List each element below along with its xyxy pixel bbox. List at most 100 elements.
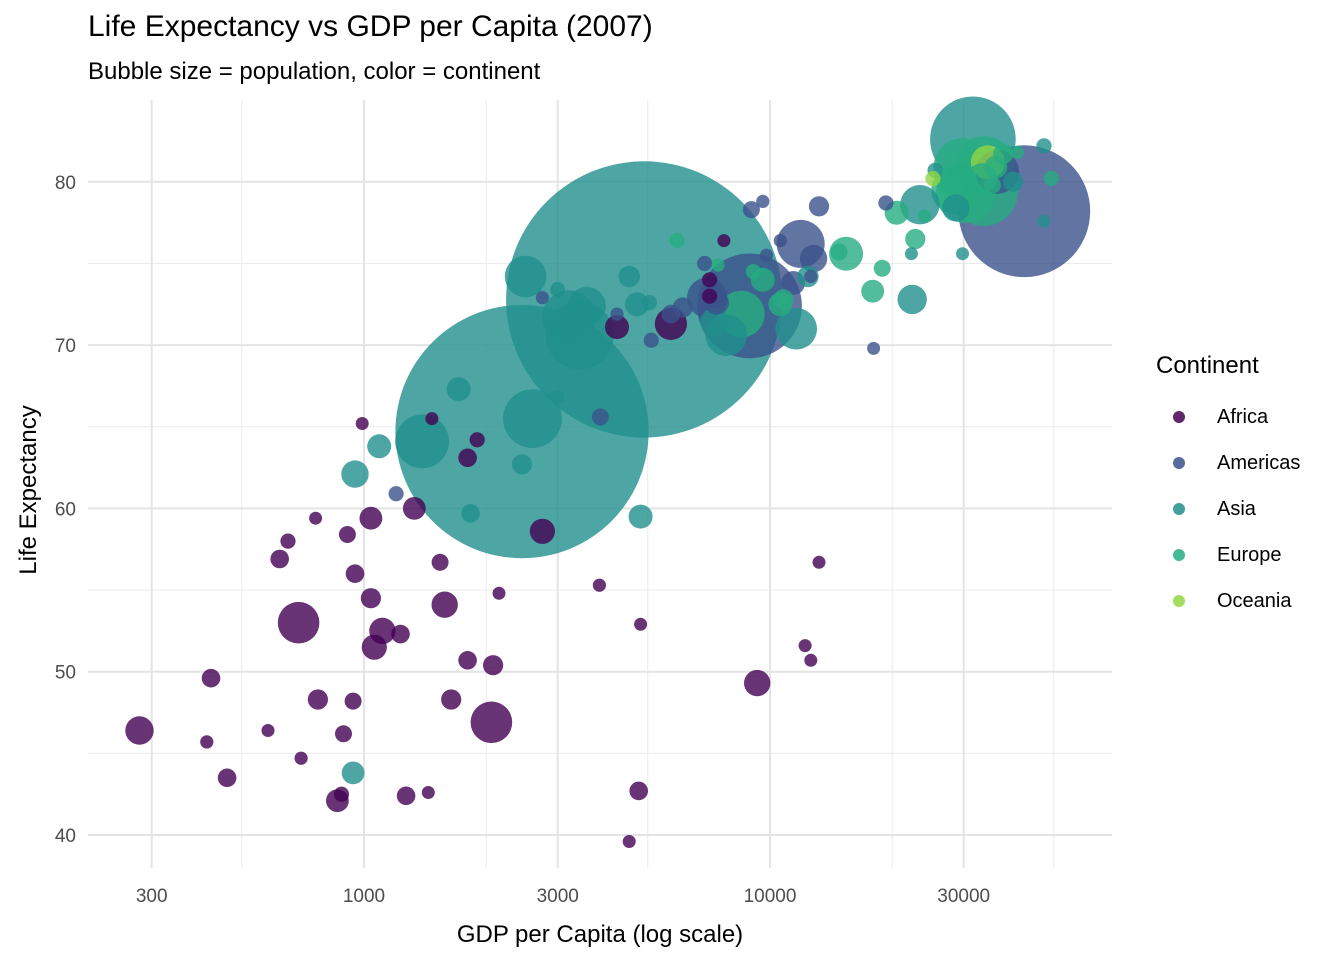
legend-item-europe: Europe bbox=[1156, 532, 1300, 578]
bubble-asia bbox=[367, 434, 392, 459]
bubble-africa bbox=[355, 417, 369, 430]
bubble-americas bbox=[773, 234, 787, 248]
bubble-asia bbox=[775, 308, 817, 350]
legend-label: Oceania bbox=[1217, 589, 1292, 612]
bubble-africa bbox=[201, 668, 221, 688]
bubble-europe bbox=[905, 228, 926, 250]
bubble-africa bbox=[270, 549, 290, 569]
bubble-africa bbox=[307, 689, 328, 710]
bubble-africa bbox=[344, 692, 362, 710]
bubble-americas bbox=[808, 196, 830, 217]
legend: Continent Africa Americas Asia Europe Oceani… bbox=[1156, 352, 1300, 624]
bubble-europe bbox=[773, 289, 794, 310]
bubble-americas bbox=[591, 408, 609, 426]
bubble-africa bbox=[125, 716, 154, 745]
bubble-africa bbox=[702, 272, 718, 288]
bubble-europe bbox=[993, 143, 1014, 165]
bubble-africa bbox=[812, 555, 826, 569]
bubble-africa bbox=[345, 564, 365, 583]
bubble-asia bbox=[550, 282, 566, 298]
bubble-africa bbox=[605, 315, 629, 340]
bubble-americas bbox=[804, 269, 818, 284]
bubble-africa bbox=[441, 689, 462, 710]
bubble-americas bbox=[610, 307, 624, 321]
bubble-americas bbox=[388, 486, 404, 502]
bubble-europe bbox=[983, 176, 1001, 194]
bubble-africa bbox=[592, 578, 607, 592]
bubble-africa bbox=[361, 634, 387, 660]
bubble-europe bbox=[873, 259, 891, 277]
bubble-asia bbox=[503, 389, 562, 448]
bubble-africa bbox=[634, 617, 648, 631]
bubble-africa bbox=[396, 786, 416, 806]
bubble-africa bbox=[804, 653, 818, 667]
bubble-americas bbox=[799, 244, 828, 273]
bubble-africa bbox=[338, 526, 356, 543]
bubble-africa bbox=[469, 432, 485, 448]
legend-dot bbox=[1173, 549, 1185, 561]
y-tick-label: 50 bbox=[55, 663, 76, 684]
legend-item-oceania: Oceania bbox=[1156, 578, 1300, 624]
legend-title: Continent bbox=[1156, 352, 1259, 379]
bubble-oceania bbox=[925, 170, 941, 187]
bubble-africa bbox=[277, 601, 320, 644]
bubble-africa bbox=[483, 655, 504, 676]
bubble-asia bbox=[551, 390, 565, 404]
bubble-americas bbox=[756, 194, 770, 208]
bubble-africa bbox=[402, 497, 426, 520]
legend-items: Africa Americas Asia Europe Oceania bbox=[1156, 394, 1300, 624]
bubble-asia bbox=[618, 265, 640, 288]
bubble-africa bbox=[798, 639, 812, 653]
bubble-africa bbox=[421, 786, 435, 799]
chart-subtitle: Bubble size = population, color = contin… bbox=[88, 58, 541, 85]
bubble-asia bbox=[446, 377, 471, 402]
bubble-asia bbox=[504, 255, 547, 298]
bubble-africa bbox=[431, 553, 449, 571]
bubble-americas bbox=[878, 195, 894, 211]
bubble-asia bbox=[700, 308, 729, 337]
bubble-americas bbox=[867, 341, 881, 355]
bubble-americas bbox=[742, 201, 760, 219]
bubble-asia bbox=[395, 414, 449, 469]
bubble-europe bbox=[669, 233, 685, 249]
bubble-asia bbox=[341, 460, 369, 488]
bubble-asia bbox=[341, 761, 365, 785]
x-tick-label: 1000 bbox=[343, 886, 385, 907]
legend-dot bbox=[1173, 411, 1185, 423]
bubble-asia bbox=[624, 292, 649, 317]
bubble-americas bbox=[697, 255, 713, 272]
bubble-asia bbox=[897, 284, 927, 315]
bubble-africa bbox=[294, 751, 308, 765]
legend-label: Europe bbox=[1217, 543, 1282, 566]
bubble-africa bbox=[629, 781, 648, 801]
bubble-asia bbox=[628, 504, 653, 529]
bubble-africa bbox=[360, 588, 381, 609]
x-axis-title: GDP per Capita (log scale) bbox=[457, 921, 743, 948]
bubble-asia bbox=[1003, 171, 1024, 192]
bubble-asia bbox=[956, 247, 969, 261]
legend-dot bbox=[1173, 457, 1185, 469]
bubble-africa bbox=[333, 786, 350, 802]
bubbles bbox=[125, 96, 1091, 848]
bubble-africa bbox=[280, 533, 296, 549]
bubble-americas bbox=[661, 304, 681, 324]
bubble-americas bbox=[535, 291, 550, 305]
bubble-asia bbox=[1037, 214, 1051, 228]
bubble-africa bbox=[359, 506, 383, 530]
legend-dot bbox=[1173, 503, 1185, 515]
y-axis-title: Life Expectancy bbox=[15, 405, 42, 574]
y-tick-label: 60 bbox=[55, 499, 76, 520]
bubble-africa bbox=[717, 234, 731, 248]
legend-label: Americas bbox=[1217, 451, 1301, 474]
legend-label: Africa bbox=[1217, 405, 1269, 428]
x-tick-label: 300 bbox=[136, 886, 168, 907]
x-tick-label: 30000 bbox=[937, 886, 990, 907]
legend-dot bbox=[1173, 595, 1185, 607]
bubble-americas bbox=[643, 332, 659, 348]
x-tick-label: 3000 bbox=[537, 886, 579, 907]
bubble-africa bbox=[529, 518, 556, 544]
bubble-asia bbox=[567, 286, 606, 325]
bubble-africa bbox=[702, 288, 718, 304]
bubble-africa bbox=[309, 511, 323, 525]
